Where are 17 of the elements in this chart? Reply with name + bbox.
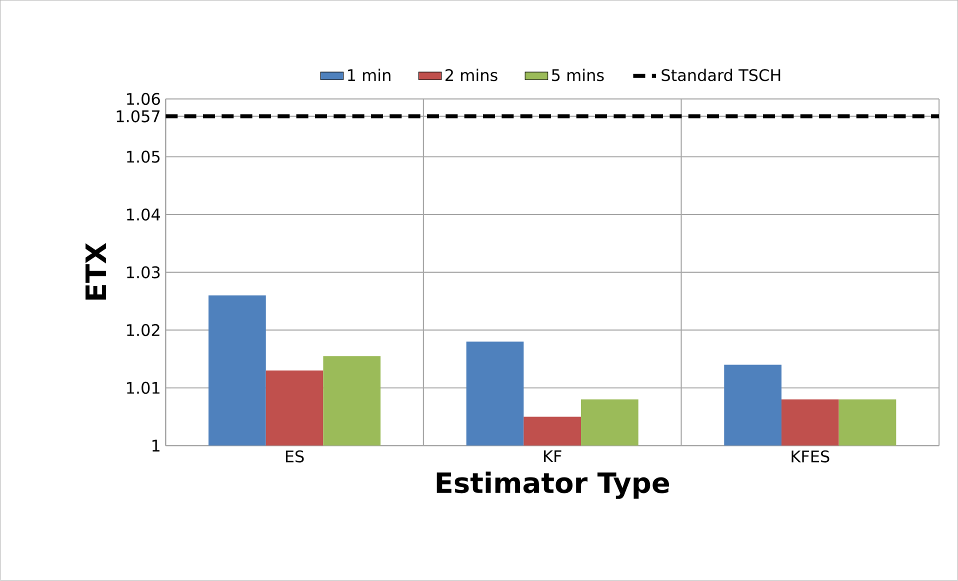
y-tick-label: 1.02: [127, 324, 160, 336]
legend-label: 2 mins: [446, 68, 498, 82]
x-tick-label: ES: [286, 450, 304, 463]
y-tick-label: 1.05: [127, 150, 160, 163]
legend-label: Standard TSCH: [662, 68, 780, 82]
y-tick-label: 1.06: [127, 93, 160, 106]
x-axis-title: Estimator Type: [436, 472, 670, 500]
y-tick-label: 1: [152, 440, 160, 452]
y-tick-label: 1.03: [127, 266, 160, 279]
x-tick-label: KF: [544, 450, 562, 462]
y-tick-label: 1.04: [127, 208, 160, 221]
legend-label: 5 mins: [552, 68, 604, 82]
y-axis-title: ETX: [86, 243, 106, 300]
x-tick-label: KFES: [792, 450, 830, 463]
legend-label: 1 min: [348, 68, 390, 82]
y-tick-label: 1.057: [116, 110, 160, 123]
y-tick-label: 1.01: [127, 382, 160, 394]
